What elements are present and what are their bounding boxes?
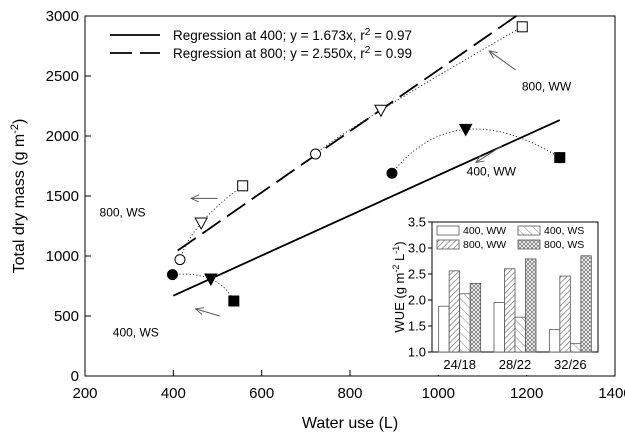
annotation-arrow: [489, 51, 516, 71]
y-tick-label: 0: [71, 368, 79, 385]
annotation-label: 400, WS: [113, 325, 159, 339]
inset-bar: [459, 293, 471, 353]
data-point-open-circle: [174, 254, 186, 266]
inset-bar: [548, 329, 561, 353]
inset-bar: [569, 343, 582, 353]
x-tick-label: 1200: [510, 385, 543, 402]
data-point-open-square: [237, 180, 249, 192]
inset-bar: [580, 255, 592, 353]
inset-x-tick-label: 32/26: [554, 357, 587, 372]
inset-y-tick-label: 2.5: [408, 267, 426, 282]
annotation-label: 800, WW: [522, 79, 572, 93]
data-point-filled-triangle: [458, 123, 473, 137]
inset-legend-swatch: [436, 225, 460, 236]
annotation-label: 400, WW: [467, 165, 517, 179]
data-point-filled-square: [554, 152, 566, 164]
inset-bar: [514, 316, 526, 353]
legend-label-800: Regression at 800; y = 2.550x, r2 = 0.99: [173, 45, 412, 61]
inset-bar: [493, 302, 505, 353]
inset-bar: [438, 305, 450, 353]
inset-x-tick-label: 28/22: [499, 357, 532, 372]
y-tick-label: 2000: [46, 128, 79, 145]
data-point-filled-triangle: [204, 273, 218, 287]
inset-x-tick-label: 24/18: [443, 357, 476, 372]
data-point-filled-circle: [166, 269, 178, 281]
x-tick-label: 800: [337, 385, 362, 402]
annotation-arrow: [195, 309, 220, 317]
regression-line-400: [172, 119, 561, 297]
regression-line-800: [177, 14, 519, 252]
data-point-filled-circle: [386, 167, 398, 179]
inset-legend: 400, WW 800, WW 400, WS 800, WS: [436, 225, 584, 251]
inset-legend-swatch: [517, 239, 541, 250]
data-point-open-triangle: [194, 217, 209, 231]
x-tick-label: 600: [249, 385, 274, 402]
inset-y-tick-label: 3.0: [408, 241, 426, 256]
inset-legend-swatch: [517, 225, 541, 236]
inset-bar: [469, 282, 482, 353]
y-tick-label: 1000: [46, 248, 79, 265]
data-point-filled-square: [228, 295, 240, 307]
inset-bars: [438, 255, 592, 353]
annotation-arrow: [476, 145, 503, 163]
trajectory-curve: [179, 185, 243, 260]
inset-legend-label: 400, WS: [544, 225, 584, 237]
y-tick-label: 2500: [46, 68, 79, 85]
inset-bar: [504, 268, 516, 353]
legend-label-400: Regression at 400; y = 1.673x, r2 = 0.97: [173, 27, 412, 43]
inset-legend-label: 800, WW: [463, 239, 506, 251]
y-axis-title: Total dry mass (g m-2): [9, 119, 28, 274]
trajectory-curve: [391, 128, 561, 174]
inset-y-tick-label: 2.0: [408, 293, 426, 308]
inset-legend-label: 400, WW: [463, 225, 506, 237]
annotations: 800, WW 400, WW 800, WS 400, WS: [100, 51, 572, 339]
inset-axis-ticks: 1.0 1.5 2.0 2.5 3.0 3.5 24/18 28/22 32/26: [408, 215, 587, 373]
inset-y-tick-label: 1.5: [408, 319, 426, 334]
data-point-open-square: [516, 21, 528, 33]
inset-legend-swatch: [436, 239, 460, 250]
x-tick-label: 200: [72, 385, 97, 402]
inset-y-axis-title: WUE (g m-2 L-1): [391, 241, 407, 332]
inset-y-tick-label: 3.5: [408, 215, 426, 230]
inset-bar: [448, 270, 461, 353]
x-tick-label: 1000: [422, 385, 455, 402]
inset-chart: 1.0 1.5 2.0 2.5 3.0 3.5 24/18 28/22 32/26 400, W…: [390, 215, 612, 375]
x-axis-title: Water use (L): [302, 415, 398, 432]
regression-lines: [172, 14, 561, 297]
y-tick-label: 1500: [46, 188, 79, 205]
x-tick-label: 400: [161, 385, 186, 402]
y-tick-label: 500: [54, 308, 79, 325]
data-point-open-circle: [310, 148, 322, 160]
inset-y-tick-label: 1.0: [408, 345, 426, 360]
inset-bar: [559, 275, 571, 353]
trajectory-curve: [172, 273, 235, 302]
y-tick-label: 3000: [46, 8, 79, 25]
annotation-label: 800, WS: [100, 205, 146, 219]
inset-legend-label: 800, WS: [544, 239, 584, 251]
inset-bar: [525, 258, 537, 353]
data-point-open-triangle: [374, 104, 388, 118]
legend: Regression at 400; y = 1.673x, r2 = 0.97…: [110, 27, 412, 61]
data-points: [166, 21, 566, 307]
